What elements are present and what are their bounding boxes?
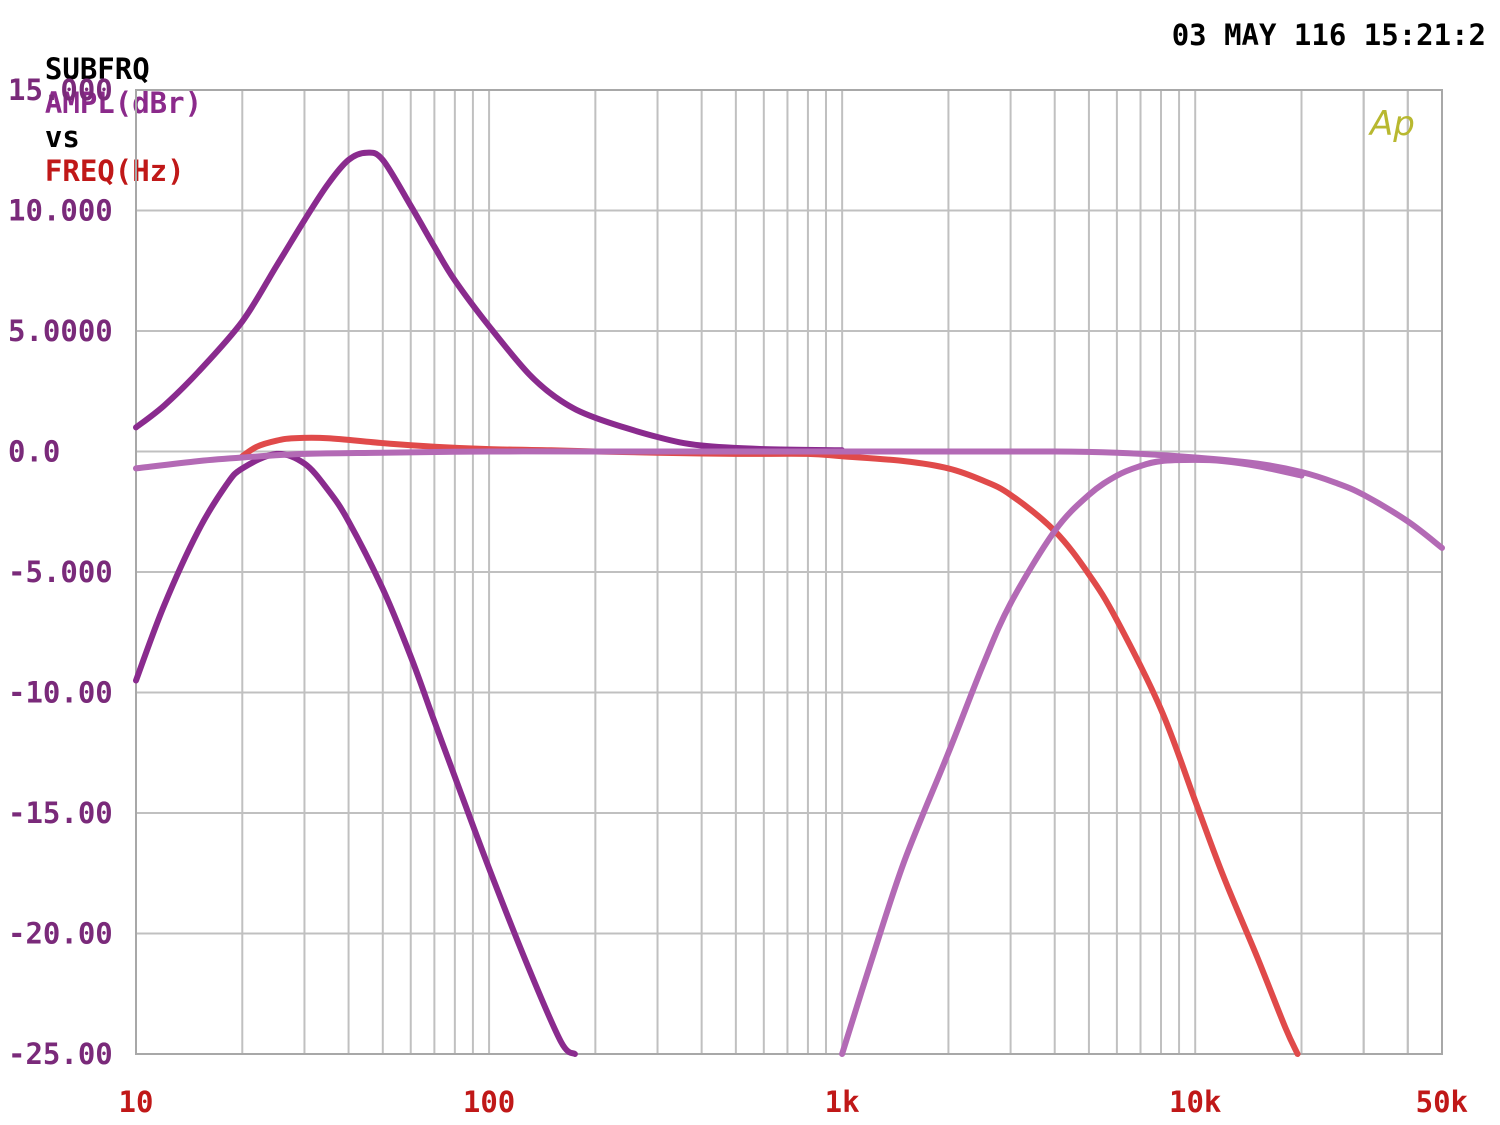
y-tick-label: 5.0000 [8, 314, 113, 348]
x-tick-label: 50k [1416, 1085, 1468, 1119]
series-line-2 [133, 450, 578, 1057]
y-tick-label: -20.00 [8, 917, 113, 951]
y-tick-label: -25.00 [8, 1037, 113, 1071]
series-line-5 [839, 456, 1305, 1057]
y-tick-label: 10.000 [8, 194, 113, 228]
x-tick-label: 10 [119, 1085, 154, 1119]
series-line-1 [133, 149, 846, 454]
x-tick-label: 1k [825, 1085, 860, 1119]
y-quantity-label: AMPL(dBr) [44, 86, 203, 120]
chart-grid [135, 89, 1443, 1055]
x-quantity-label: FREQ(Hz) [44, 154, 185, 188]
y-tick-label: -15.00 [8, 796, 113, 830]
chart-curves [133, 149, 1445, 1057]
series-line-4 [133, 448, 1445, 551]
plot-frame [135, 89, 1443, 1055]
ap-logo: Ap [1368, 104, 1415, 144]
y-tick-label: 0.0 [8, 435, 60, 469]
vs-label: vs [44, 120, 80, 154]
x-axis-ticks: 10 100 1k 10k 50k [119, 1085, 1468, 1119]
series-line-3 [239, 434, 1301, 1057]
x-tick-label: 100 [463, 1085, 515, 1119]
y-tick-label: -10.00 [8, 676, 113, 710]
program-name: SUBFRQ [44, 52, 150, 86]
y-tick-label: -5.000 [8, 555, 113, 589]
y-tick-label: 15.000 [8, 73, 113, 107]
y-axis-ticks: 15.000 10.000 5.0000 0.0 -5.000 -10.00 -15.00 -… [8, 73, 113, 1071]
timestamp: 03 MAY 116 15:21:2 [1171, 18, 1486, 52]
x-tick-label: 10k [1169, 1085, 1221, 1119]
